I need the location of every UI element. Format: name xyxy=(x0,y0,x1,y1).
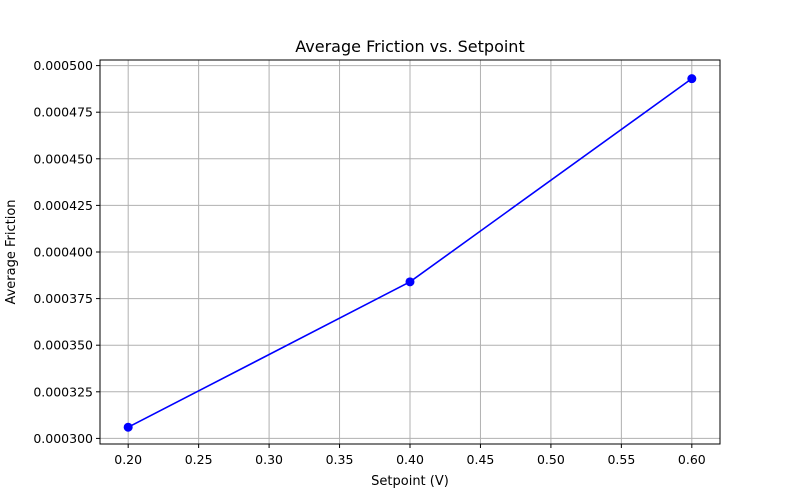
data-point xyxy=(405,277,415,287)
y-tick-label: 0.000300 xyxy=(33,431,93,446)
x-axis-label: Setpoint (V) xyxy=(371,474,449,489)
y-axis: 0.000300 0.000325 0.000350 0.000375 0.000400… xyxy=(33,58,100,446)
y-tick-label: 0.000425 xyxy=(33,198,93,213)
x-tick-label: 0.20 xyxy=(114,452,142,467)
y-tick-label: 0.000325 xyxy=(33,384,93,399)
y-tick-label: 0.000375 xyxy=(33,291,93,306)
y-tick-label: 0.000500 xyxy=(33,58,93,73)
data-point xyxy=(687,74,697,84)
x-tick-label: 0.50 xyxy=(537,452,565,467)
x-tick-label: 0.30 xyxy=(255,452,283,467)
x-axis: 0.20 0.25 0.30 0.35 0.40 0.45 0.50 0.55 0.60 xyxy=(114,444,706,467)
x-tick-label: 0.40 xyxy=(396,452,424,467)
y-tick-label: 0.000400 xyxy=(33,245,93,260)
x-tick-label: 0.60 xyxy=(678,452,706,467)
x-tick-label: 0.55 xyxy=(607,452,635,467)
grid xyxy=(100,60,720,444)
y-axis-label: Average Friction xyxy=(4,199,19,304)
chart-title: Average Friction vs. Setpoint xyxy=(295,37,524,56)
series-line xyxy=(123,74,697,432)
y-tick-label: 0.000350 xyxy=(33,338,93,353)
x-tick-label: 0.35 xyxy=(326,452,354,467)
data-point xyxy=(123,422,133,432)
x-tick-label: 0.25 xyxy=(185,452,213,467)
y-tick-label: 0.000475 xyxy=(33,105,93,120)
x-tick-label: 0.45 xyxy=(467,452,495,467)
y-tick-label: 0.000450 xyxy=(33,151,93,166)
